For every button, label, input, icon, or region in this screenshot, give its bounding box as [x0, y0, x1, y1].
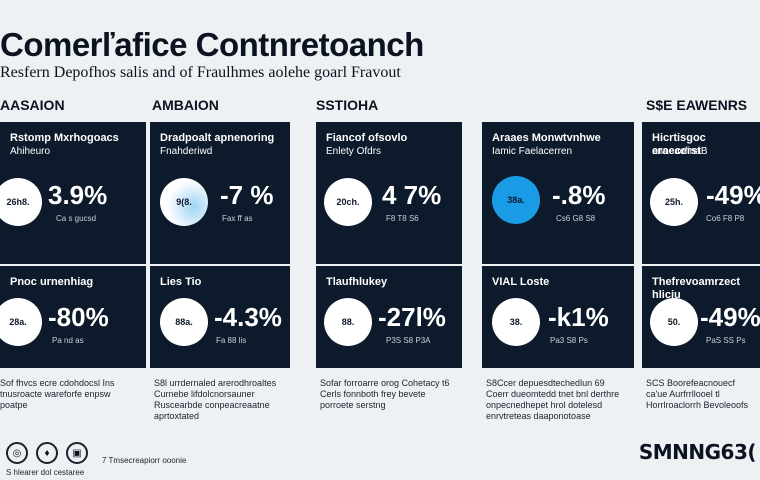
metric-percent: -k1% — [548, 302, 609, 332]
metric-percent: 4 7% — [382, 180, 442, 210]
column-heading: SSTIOHA — [316, 97, 379, 113]
metric-circle: 26h8. — [0, 178, 42, 226]
shield-icon: ♦ — [36, 442, 58, 464]
brand-logo: SMNNG63( — [638, 440, 757, 464]
metric-percent: -.8% — [552, 180, 606, 210]
column-note: SCS Boorefeacnouecf ca'ue Aurfrrllooel t… — [646, 378, 749, 410]
metric-percent: 3.9% — [48, 180, 108, 210]
metric-percent: -4.3% — [214, 302, 282, 332]
card-label: Hicrtisgoc eraecerst — [652, 132, 706, 157]
card-label: Dradpoalt apnenoring — [160, 132, 275, 144]
metric-caption: Fa 88 lis — [216, 336, 247, 345]
card-label: Lies Tio — [160, 276, 202, 288]
card-label: Pnoc urnenhiag — [10, 276, 94, 288]
card-sublabel: Enlety Ofdrs — [326, 146, 382, 157]
stat-card: Pnoc urnenhiag 28a. -80% Pa nd as — [0, 266, 146, 368]
card-label: Araaes Monwtvnhwe — [492, 132, 601, 144]
stat-card: VIAL Loste 38. -k1% Pa3 S8 Ps — [482, 266, 634, 368]
metric-circle: 28a. — [0, 298, 42, 346]
stat-card: Fiancof ofsovlo Enlety Ofdrs 20ch. 4 7% … — [316, 122, 462, 264]
column-note: Sofar forroarre orog Cohetacy t6 Cerls f… — [320, 378, 450, 410]
card-label: Fiancof ofsovlo — [326, 132, 408, 144]
metric-caption: Fax ff as — [222, 214, 253, 223]
stat-card: Tlaufhlukey 88. -27l% P3S S8 P3A — [316, 266, 462, 368]
card-sublabel: Iamic Faelacerren — [492, 146, 573, 157]
metric-circle: 88a. — [160, 298, 208, 346]
card-label: VIAL Loste — [492, 276, 550, 288]
metric-caption: Pa nd as — [52, 336, 84, 345]
footer-mid-text: 7 Tmsecreapiorr ooonie — [102, 456, 187, 465]
stat-card: Araaes Monwtvnhwe Iamic Faelacerren 38a.… — [482, 122, 634, 264]
stat-card: Rstomp Mxrhogoacs Ahiheuro 26h8. 3.9% Ca… — [0, 122, 146, 264]
metric-caption: Cs6 G8 S8 — [556, 214, 596, 223]
metric-circle: 88. — [324, 298, 372, 346]
column-note: S8Ccer depuesdtechedlun 69 Coerr dueomte… — [486, 378, 620, 421]
metric-percent: -49% — [700, 302, 760, 332]
footer-icons: ◎ ♦ ▣ — [6, 442, 88, 464]
metric-caption: F8 T8 S6 — [386, 214, 419, 223]
footer-left-text: S hlearer dol cestaree — [6, 468, 85, 477]
globe-icon: ◎ — [6, 442, 28, 464]
column-note: S8l urrdernaled arerodhroaltes Curnebe l… — [154, 378, 277, 421]
card-sublabel: Ahiheuro — [10, 146, 51, 157]
card-sublabel: anoeacfinaB — [652, 146, 708, 157]
stat-card: Hicrtisgoc eraecerst anoeacfinaB 25h. -4… — [642, 122, 760, 264]
metric-circle: 20ch. — [324, 178, 372, 226]
column-note: Sof fhvcs ecre cdohdocsl Ins tnusroacte … — [0, 378, 115, 410]
stat-card: Lies Tio 88a. -4.3% Fa 88 lis — [150, 266, 290, 368]
metric-caption: Pa3 S8 Ps — [550, 336, 588, 345]
metric-caption: P3S S8 P3A — [386, 336, 431, 345]
metric-percent: -7 % — [220, 180, 274, 210]
card-sublabel: Fnahderiwd — [160, 146, 213, 157]
column-heading: S$E EAWENRS — [646, 97, 748, 113]
metric-percent: -49% — [706, 180, 760, 210]
card-label: Tlaufhlukey — [326, 276, 388, 288]
building-icon: ▣ — [66, 442, 88, 464]
metric-caption: Ca s gucsd — [56, 214, 97, 223]
column-heading: AMBAION — [152, 97, 219, 113]
metric-circle: 38. — [492, 298, 540, 346]
page-subtitle: Resfern Depofhos salis and of Fraulhmes … — [0, 64, 401, 81]
metric-caption: PaS SS Ps — [706, 336, 746, 345]
metric-caption: Co6 F8 P8 — [706, 214, 745, 223]
stat-card: Thefrevoamrzect hliciu 50. -49% PaS SS P… — [642, 266, 760, 368]
metric-circle: 9(8. — [160, 178, 208, 226]
metric-percent: -80% — [48, 302, 109, 332]
metric-circle: 50. — [650, 298, 698, 346]
card-label: Rstomp Mxrhogoacs — [10, 132, 119, 144]
metric-circle: 38a. — [492, 176, 540, 224]
column-heading: AASAION — [0, 97, 65, 113]
metric-circle: 25h. — [650, 178, 698, 226]
metric-percent: -27l% — [378, 302, 446, 332]
stat-card: Dradpoalt apnenoring Fnahderiwd 9(8. -7 … — [150, 122, 290, 264]
page-title: Comerľafice Contnretoanch — [0, 26, 424, 63]
